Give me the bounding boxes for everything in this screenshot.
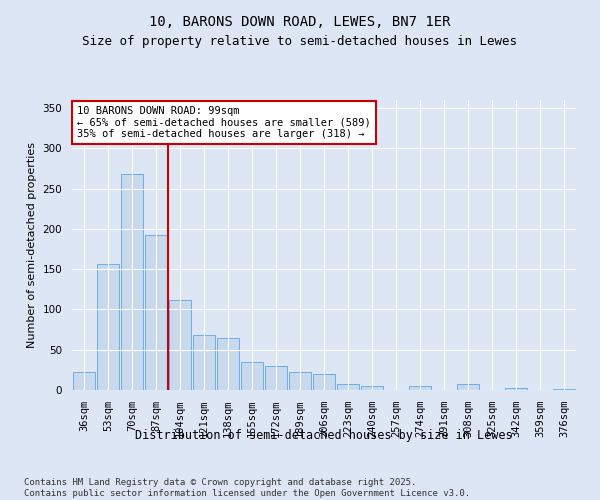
Bar <box>289 372 311 390</box>
Bar <box>361 386 383 390</box>
Bar <box>193 335 215 390</box>
Bar <box>145 234 167 390</box>
Bar <box>97 264 119 390</box>
Bar <box>73 372 95 390</box>
Y-axis label: Number of semi-detached properties: Number of semi-detached properties <box>27 142 37 348</box>
Bar <box>265 366 287 390</box>
Bar <box>505 388 527 390</box>
Text: Distribution of semi-detached houses by size in Lewes: Distribution of semi-detached houses by … <box>135 428 513 442</box>
Bar <box>217 338 239 390</box>
Text: Contains HM Land Registry data © Crown copyright and database right 2025.
Contai: Contains HM Land Registry data © Crown c… <box>24 478 470 498</box>
Text: Size of property relative to semi-detached houses in Lewes: Size of property relative to semi-detach… <box>83 35 517 48</box>
Text: 10 BARONS DOWN ROAD: 99sqm
← 65% of semi-detached houses are smaller (589)
35% o: 10 BARONS DOWN ROAD: 99sqm ← 65% of semi… <box>77 106 371 139</box>
Bar <box>169 300 191 390</box>
Bar <box>337 384 359 390</box>
Bar <box>553 389 575 390</box>
Bar <box>409 386 431 390</box>
Bar <box>313 374 335 390</box>
Text: 10, BARONS DOWN ROAD, LEWES, BN7 1ER: 10, BARONS DOWN ROAD, LEWES, BN7 1ER <box>149 15 451 29</box>
Bar <box>121 174 143 390</box>
Bar <box>457 384 479 390</box>
Bar <box>241 362 263 390</box>
